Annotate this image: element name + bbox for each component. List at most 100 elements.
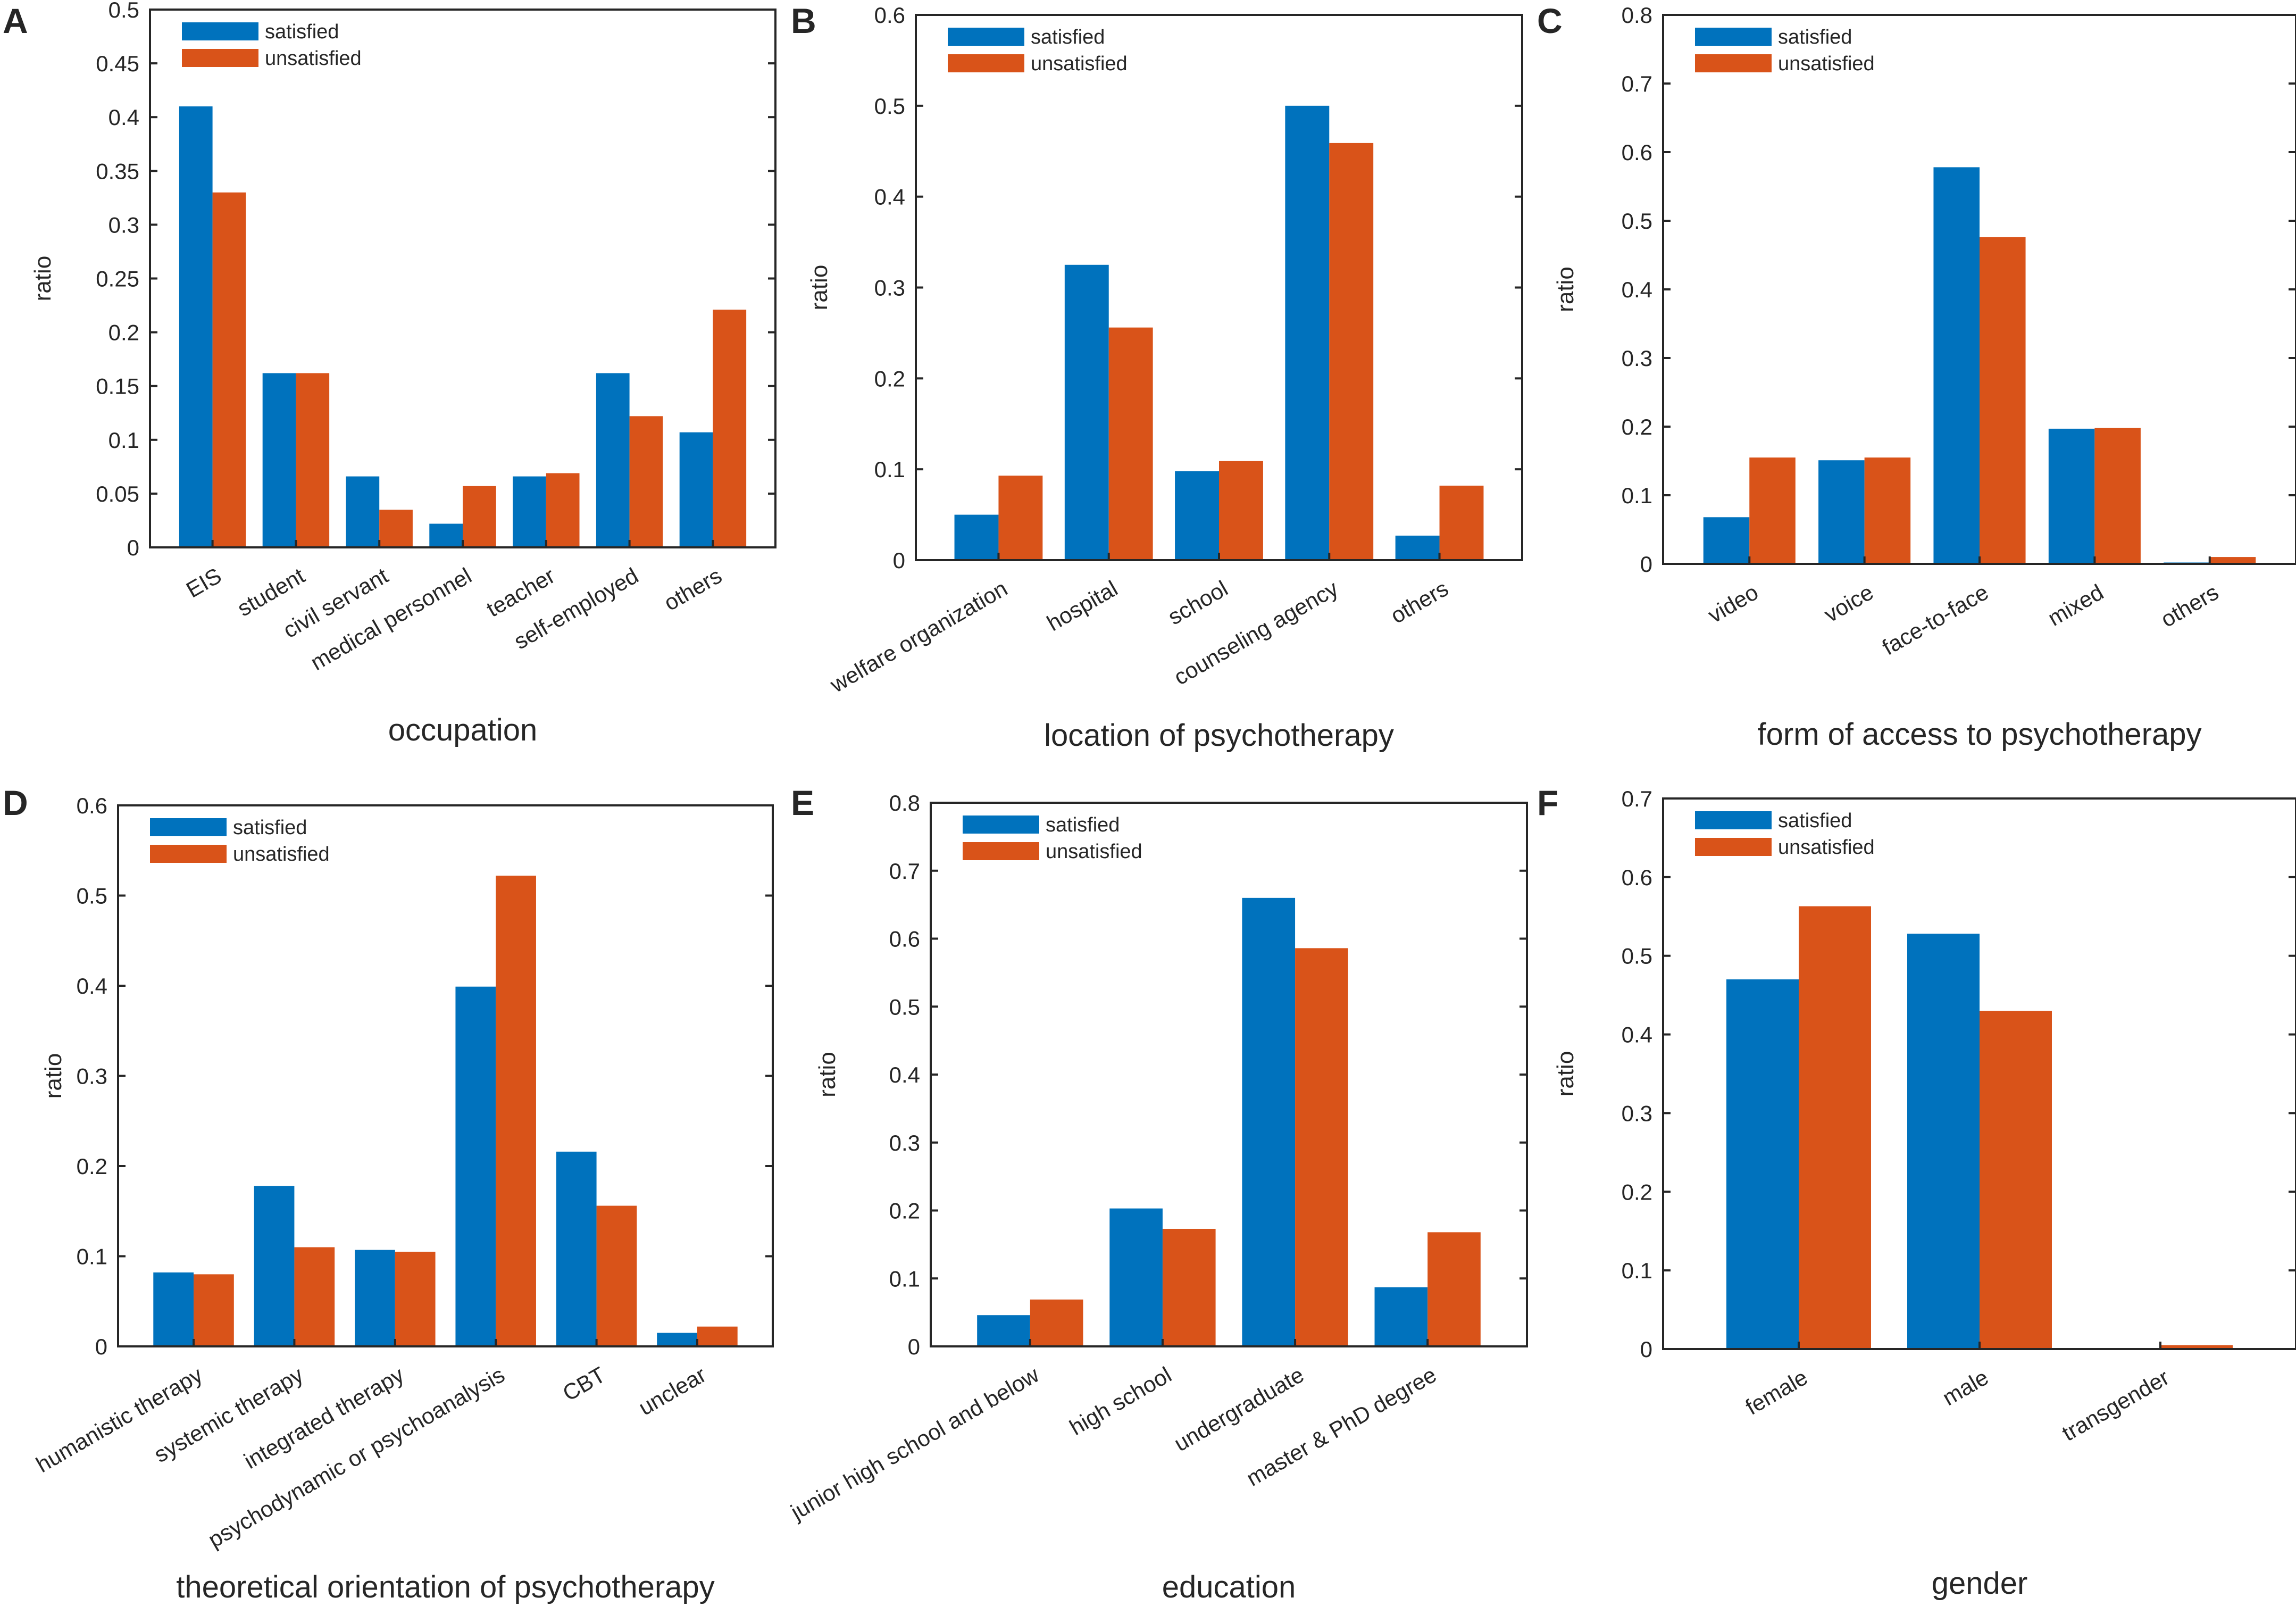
x-tick-label: unclear	[634, 1362, 711, 1420]
legend-label-satisfied: satisfied	[1031, 26, 1105, 48]
bar-satisfied-3	[1933, 167, 1980, 564]
bar-unsatisfied-4	[496, 876, 536, 1346]
x-tick-label: hospital	[1042, 576, 1122, 636]
legend-swatch-unsatisfied	[182, 49, 258, 67]
legend-label-unsatisfied: unsatisfied	[1031, 53, 1128, 75]
bar-unsatisfied-3	[1980, 237, 2026, 564]
bar-unsatisfied-2	[1108, 327, 1153, 560]
y-tick-label: 0.2	[1622, 414, 1652, 439]
bar-unsatisfied-4	[1329, 143, 1374, 560]
x-tick-label: face-to-face	[1878, 579, 1993, 660]
y-tick-label: 0.45	[96, 51, 139, 76]
bar-satisfied-1	[153, 1272, 194, 1346]
y-tick-label: 0.6	[889, 927, 920, 952]
y-tick-label: 0.6	[874, 3, 905, 28]
panel-f: 0 0.1 0.2 0.3 0.4 0.5 0.6 0.7 female male transgen…	[1537, 783, 2296, 1601]
bar-satisfied-4	[455, 986, 496, 1346]
bar-unsatisfied-2	[1864, 457, 1911, 564]
legend-swatch-satisfied	[963, 816, 1039, 834]
x-axis-label: theoretical orientation of psychotherapy	[176, 1570, 714, 1604]
y-tick-label: 0.7	[1622, 71, 1652, 96]
y-tick-label: 0.3	[874, 276, 905, 301]
y-tick-label: 0.1	[889, 1266, 920, 1291]
bar-unsatisfied-3	[395, 1252, 436, 1346]
x-axis-label: gender	[1932, 1566, 2028, 1601]
bar-unsatisfied-3	[1295, 948, 1348, 1346]
legend: satisfied unsatisfied	[948, 26, 1128, 75]
y-tick-label: 0	[127, 535, 139, 560]
bar-unsatisfied-6	[629, 416, 663, 547]
legend-label-unsatisfied: unsatisfied	[265, 47, 362, 70]
bar-unsatisfied-5	[1439, 485, 1484, 560]
bar-unsatisfied-5	[2209, 557, 2256, 564]
x-tick-label: humanistic therapy	[32, 1362, 207, 1477]
y-tick-label: 0.35	[96, 159, 139, 184]
bar-satisfied-3	[355, 1250, 395, 1346]
y-tick-label: 0.2	[874, 366, 905, 391]
y-tick-label: 0.5	[1622, 944, 1652, 969]
y-tick-label: 0	[95, 1334, 107, 1359]
x-tick-label: welfare organization	[825, 576, 1012, 697]
bar-unsatisfied-5	[596, 1205, 637, 1346]
legend: satisfied unsatisfied	[150, 817, 330, 866]
bar-satisfied-4	[1285, 105, 1330, 561]
bar-unsatisfied-1	[998, 476, 1043, 560]
y-tick-label: 0.8	[1622, 3, 1652, 28]
legend-swatch-satisfied	[1695, 28, 1772, 46]
x-tick-label: others	[1386, 576, 1452, 628]
y-tick-label: 0.05	[96, 481, 139, 506]
bar-unsatisfied-1	[212, 192, 246, 547]
y-tick-label: 0.1	[108, 428, 139, 453]
panel-letter: A	[3, 1, 28, 40]
x-tick-label: undergraduate	[1170, 1362, 1308, 1456]
bar-satisfied-2	[1109, 1208, 1163, 1346]
y-tick-label: 0.6	[1622, 865, 1652, 890]
bar-satisfied-6	[596, 373, 630, 547]
y-tick-label: 0.1	[77, 1244, 107, 1269]
bar-satisfied-5	[556, 1151, 597, 1346]
legend: satisfied unsatisfied	[1695, 26, 1875, 75]
bar-satisfied-2	[1818, 460, 1865, 564]
bar-satisfied-1	[179, 106, 213, 548]
y-tick-label: 0.7	[1622, 786, 1652, 811]
legend: satisfied unsatisfied	[1695, 810, 1875, 859]
bar-unsatisfied-3	[2160, 1345, 2233, 1349]
bar-satisfied-1	[977, 1315, 1030, 1346]
x-tick-label: CBT	[558, 1362, 610, 1406]
legend-swatch-unsatisfied	[948, 54, 1024, 72]
y-tick-label: 0.2	[77, 1154, 107, 1179]
legend-label-satisfied: satisfied	[233, 817, 307, 839]
x-axis-label: location of psychotherapy	[1044, 718, 1394, 753]
y-tick-label: 0.4	[108, 105, 139, 130]
panel-letter: F	[1537, 783, 1558, 822]
y-tick-label: 0.5	[108, 0, 139, 22]
y-tick-label: 0.3	[1622, 346, 1652, 371]
panel-e: 0 0.1 0.2 0.3 0.4 0.5 0.6 0.7 0.8 junior high sch…	[786, 783, 1528, 1604]
x-tick-label: male	[1938, 1364, 1992, 1410]
bar-unsatisfied-1	[194, 1274, 234, 1346]
y-tick-label: 0.15	[96, 374, 139, 399]
bar-unsatisfied-4	[1427, 1232, 1481, 1346]
y-tick-label: 0.6	[77, 793, 107, 818]
panel-letter: B	[791, 1, 816, 40]
bar-unsatisfied-2	[1980, 1011, 2052, 1349]
x-tick-label: junior high school and below	[786, 1362, 1043, 1525]
y-tick-label: 0.2	[1622, 1179, 1652, 1204]
bar-satisfied-1	[1703, 517, 1750, 564]
x-tick-label: high school	[1065, 1362, 1176, 1440]
legend-label-unsatisfied: unsatisfied	[1778, 53, 1875, 75]
axes-box	[117, 804, 774, 1347]
bar-unsatisfied-2	[294, 1247, 335, 1346]
y-axis-label: ratio	[814, 1052, 840, 1097]
y-tick-label: 0.7	[889, 859, 920, 884]
x-axis-label: education	[1162, 1570, 1296, 1604]
bar-unsatisfied-3	[379, 510, 413, 547]
y-tick-label: 0.6	[1622, 140, 1652, 165]
x-tick-label: video	[1704, 579, 1762, 628]
y-tick-label: 0.4	[1622, 277, 1652, 302]
x-tick-label: female	[1741, 1364, 1812, 1420]
legend-label-satisfied: satisfied	[1778, 810, 1852, 832]
bar-satisfied-5	[1395, 535, 1440, 560]
y-tick-label: 0.4	[889, 1062, 920, 1087]
